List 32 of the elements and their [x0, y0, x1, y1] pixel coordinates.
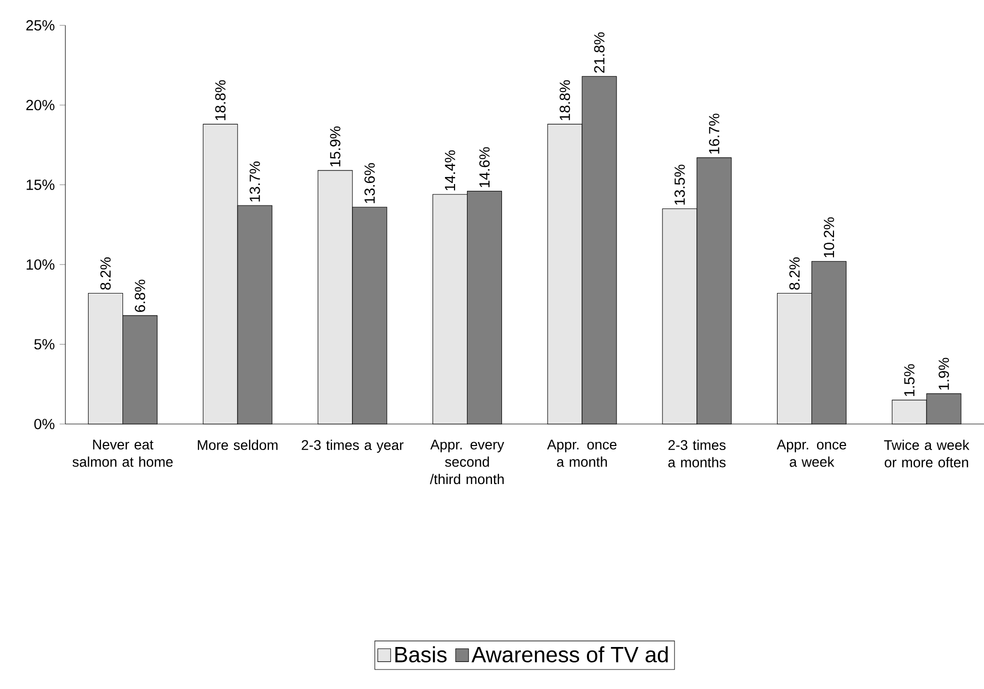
x-tick-label: More seldom — [198, 440, 278, 450]
data-label: 13.6% — [364, 162, 375, 203]
data-label: 16.7% — [708, 114, 720, 154]
data-label: 18.8% — [560, 80, 570, 120]
x-tick-label: 2-3 times a months — [668, 440, 726, 468]
data-label: 15.9% — [330, 126, 340, 166]
data-label: 13.5% — [674, 164, 685, 205]
y-tick-label: 20% — [26, 100, 54, 110]
x-tick-label: 2-3 times a year — [302, 440, 404, 453]
y-tick-label: 10% — [26, 259, 54, 270]
data-label: 1.5% — [904, 364, 915, 396]
legend-label: Basis — [395, 646, 447, 662]
y-tick-label: 15% — [26, 180, 54, 190]
data-label: 21.8% — [594, 32, 604, 73]
data-label: 13.7% — [250, 161, 260, 202]
data-label: 14.4% — [444, 150, 456, 190]
data-label: 1.9% — [938, 358, 949, 390]
data-label: 10.2% — [824, 217, 834, 258]
data-label: 6.8% — [134, 280, 146, 312]
x-tick-label: Appr. once a week — [776, 440, 846, 467]
data-label: 8.2% — [100, 257, 111, 290]
data-label: 8.2% — [789, 257, 800, 290]
x-tick-label: Appr. once a month — [547, 440, 616, 467]
data-label: 18.8% — [215, 80, 226, 120]
x-tick-label: Appr. every second /third month — [430, 440, 504, 484]
y-tick-label: 0% — [34, 418, 54, 430]
legend-label: Awareness of TV ad — [472, 646, 668, 662]
y-tick-label: 25% — [26, 20, 54, 30]
y-tick-label: 5% — [34, 338, 54, 350]
x-tick-label: Never eat salmon at home — [72, 440, 173, 467]
x-tick-label: Twice a week or more often — [884, 440, 970, 468]
data-label: 14.6% — [479, 147, 490, 187]
